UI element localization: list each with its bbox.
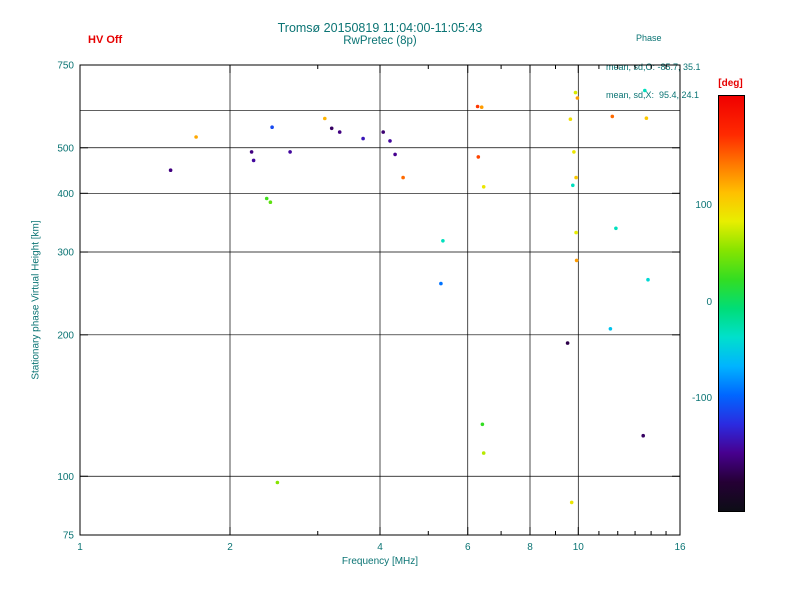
data-point	[401, 175, 405, 180]
data-point	[251, 158, 256, 163]
data-point	[641, 433, 645, 438]
colorbar-tick-label: 100	[695, 199, 712, 211]
phase-stats-heading: Phase	[636, 33, 662, 43]
data-point	[480, 422, 485, 427]
data-point	[270, 125, 274, 129]
data-point	[481, 185, 486, 189]
data-point	[573, 90, 578, 95]
data-point	[565, 341, 570, 345]
data-point	[571, 183, 575, 188]
colorbar-tick-label: 0	[706, 296, 712, 308]
plot-title: Tromsø 20150819 11:04:00-11:05:43	[277, 21, 483, 35]
data-point	[194, 135, 198, 139]
data-point	[614, 226, 618, 231]
phase-stats-x-line: mean, sd,X: 95.4, 24.1	[606, 90, 700, 100]
data-point	[329, 126, 334, 131]
phase-stats-block: Phase mean, sd,O: -85.7, 35.1 mean, sd,X…	[606, 15, 701, 120]
data-point	[475, 104, 480, 109]
data-point	[323, 116, 327, 121]
data-point	[646, 277, 650, 282]
data-point	[361, 136, 365, 141]
x-tick-label: 2	[227, 542, 233, 553]
data-point	[388, 139, 392, 143]
colorbar-tick-label: -100	[691, 393, 712, 404]
x-tick-label: 16	[674, 542, 686, 553]
y-tick-label: 750	[57, 61, 74, 72]
y-tick-label: 200	[57, 330, 74, 341]
data-point	[569, 500, 574, 505]
x-axis-title: Frequency [MHz]	[341, 556, 419, 567]
data-point	[381, 130, 386, 134]
data-point	[249, 150, 254, 154]
x-tick-label: 6	[465, 542, 471, 553]
y-tick-label: 75	[63, 531, 75, 542]
y-tick-label: 400	[57, 189, 74, 200]
data-point	[608, 327, 613, 331]
data-point	[574, 258, 579, 263]
data-point	[337, 130, 342, 134]
colorbar	[718, 95, 745, 512]
x-tick-label: 4	[377, 542, 383, 553]
data-point	[572, 150, 576, 154]
data-point	[393, 152, 397, 157]
plot-subtitle: RwPretec (8p)	[343, 35, 417, 47]
x-tick-label: 10	[573, 542, 585, 553]
data-point	[574, 175, 578, 180]
data-point	[275, 480, 280, 485]
x-tick-label: 8	[527, 542, 533, 553]
y-tick-label: 300	[57, 248, 74, 259]
data-point	[264, 196, 269, 201]
data-point	[575, 96, 580, 100]
data-point	[441, 239, 445, 243]
phase-stats-o-line: mean, sd,O: -85.7, 35.1	[606, 61, 701, 72]
colorbar-unit-label: [deg]	[718, 78, 743, 89]
data-point	[439, 281, 443, 286]
y-axis-title: Stationary phase Virtual Height [km]	[30, 220, 42, 380]
data-point	[481, 451, 486, 455]
data-point	[643, 88, 647, 93]
data-point	[568, 117, 573, 121]
hv-status-label: HV Off	[88, 34, 123, 46]
data-point	[574, 230, 578, 235]
y-tick-label: 100	[57, 472, 74, 483]
y-tick-label: 500	[57, 143, 74, 154]
data-point	[476, 155, 481, 159]
data-point	[644, 116, 649, 120]
data-point	[610, 114, 615, 119]
data-point	[288, 150, 292, 154]
data-point	[168, 168, 173, 172]
data-point	[268, 200, 273, 204]
data-point	[479, 105, 484, 109]
x-tick-label: 1	[77, 542, 83, 553]
